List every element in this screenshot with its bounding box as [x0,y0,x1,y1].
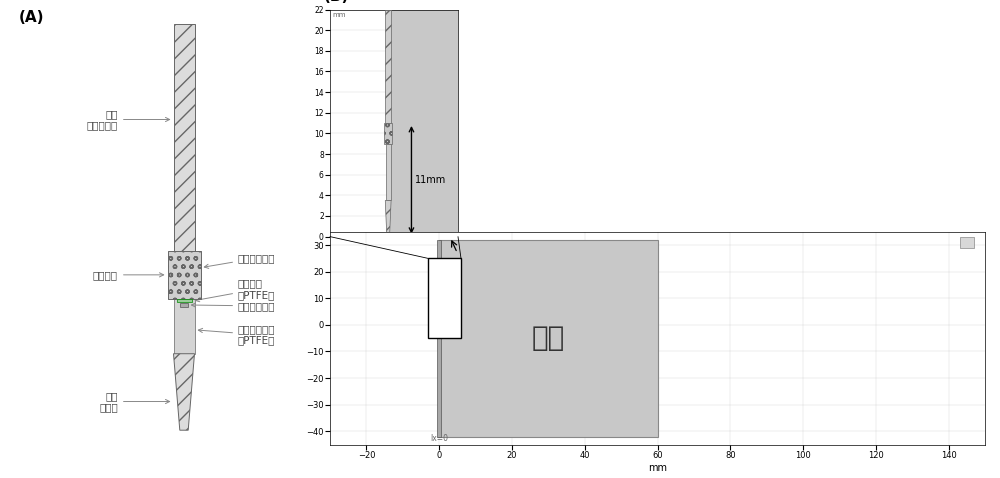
Text: 针头
（铜）: 针头 （铜） [99,391,170,413]
Bar [174,24,194,251]
Text: 11mm: 11mm [415,175,446,185]
Bar [385,10,391,123]
Text: lx=0: lx=0 [430,434,448,443]
Bar [386,144,391,200]
Bar [437,240,441,436]
Text: 针体
（不锈钢）: 针体 （不锈钢） [87,109,170,130]
Text: 内导体（铜）: 内导体（铜） [191,301,276,311]
Bar [388,10,458,237]
Polygon shape [385,200,391,235]
Text: (A): (A) [19,10,44,24]
Text: 外导体（铜）: 外导体（铜） [204,253,276,268]
Polygon shape [174,354,194,430]
Bar [439,240,658,436]
Text: 肝脏: 肝脏 [532,324,565,352]
Bar [174,299,194,354]
Bar [960,237,974,248]
Text: 绝缘介质套管
（PTFE）: 绝缘介质套管 （PTFE） [198,324,276,346]
X-axis label: mm: mm [648,463,667,473]
Text: 绝缘介质
（PTFE）: 绝缘介质 （PTFE） [195,278,275,302]
Bar [384,123,392,144]
Bar [176,299,192,303]
Bar [168,251,200,299]
Bar [428,259,461,338]
Text: 同轴电缆: 同轴电缆 [93,270,164,280]
Bar [180,303,188,307]
Text: mm: mm [332,12,346,18]
Text: (B): (B) [324,0,350,4]
